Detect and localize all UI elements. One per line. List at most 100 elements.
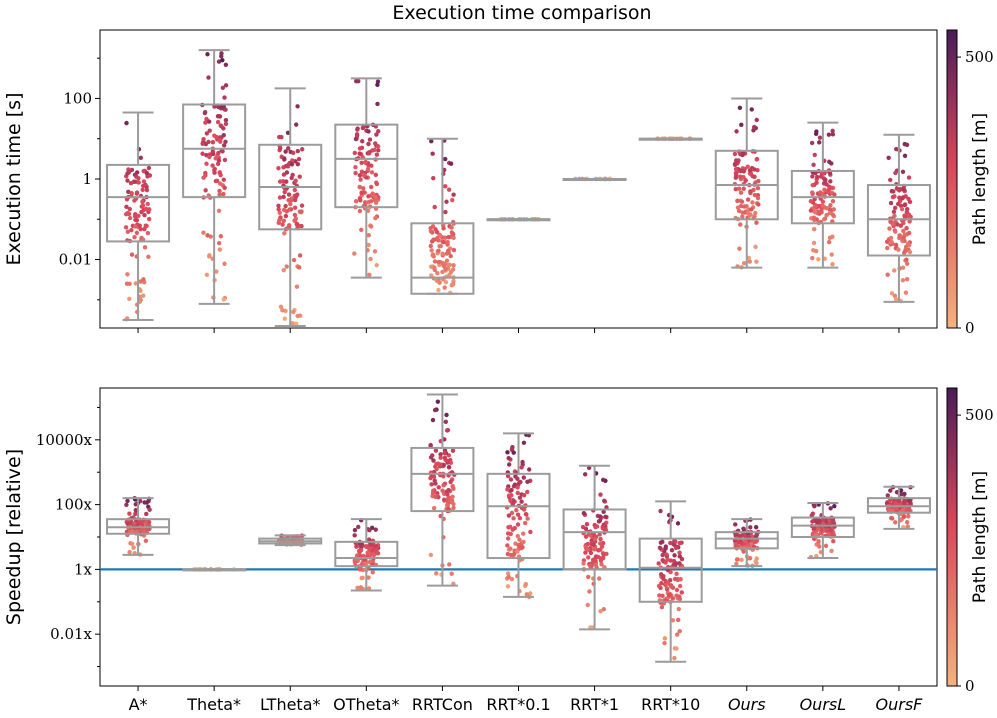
sample-point xyxy=(428,552,434,558)
sample-point xyxy=(678,576,683,582)
sample-point xyxy=(142,212,147,218)
sample-point xyxy=(827,159,832,165)
sample-point xyxy=(376,129,381,134)
sample-point xyxy=(505,584,511,589)
sample-point xyxy=(283,203,288,209)
sample-point xyxy=(895,222,900,227)
sample-point xyxy=(677,540,682,546)
sample-point xyxy=(367,272,372,278)
colorbar-tick-label: 0 xyxy=(965,319,975,337)
sample-point xyxy=(222,157,228,163)
sample-point xyxy=(359,575,364,581)
sample-point xyxy=(658,508,663,514)
sample-point xyxy=(445,427,451,433)
sample-point xyxy=(277,134,282,140)
sample-point xyxy=(895,201,901,207)
sample-point xyxy=(368,256,373,262)
sample-point xyxy=(810,511,816,516)
sample-point xyxy=(814,180,819,185)
sample-point xyxy=(127,215,133,221)
sample-point xyxy=(373,200,379,205)
sample-point xyxy=(900,169,906,175)
box-ltheta- xyxy=(258,87,323,327)
sample-point xyxy=(215,119,221,125)
sample-point xyxy=(584,522,590,527)
sample-point xyxy=(139,519,144,524)
sample-point xyxy=(375,82,380,88)
sample-point xyxy=(746,210,751,216)
sample-point xyxy=(523,520,528,526)
sample-point xyxy=(365,166,371,172)
sample-point xyxy=(144,170,149,176)
sample-point xyxy=(444,251,449,256)
sample-point xyxy=(360,560,366,566)
sample-point xyxy=(906,514,911,519)
sample-point xyxy=(739,533,744,538)
sample-point xyxy=(207,253,212,258)
sample-point xyxy=(447,562,452,567)
sample-point xyxy=(817,544,822,549)
sample-point xyxy=(132,234,137,240)
iqr-box xyxy=(866,184,931,257)
sample-point xyxy=(672,655,677,661)
sample-point xyxy=(893,520,898,525)
sample-point xyxy=(596,576,602,581)
sample-point xyxy=(286,223,292,228)
sample-point xyxy=(126,170,132,175)
sample-point xyxy=(889,516,895,521)
sample-point xyxy=(673,539,678,544)
sample-point xyxy=(220,57,225,63)
sample-point xyxy=(440,239,446,245)
sample-point xyxy=(213,156,218,161)
sample-point xyxy=(907,219,912,224)
y-tick-label: 100x xyxy=(55,496,93,514)
sample-point xyxy=(135,529,140,534)
sample-point xyxy=(364,544,369,550)
sample-point xyxy=(141,293,146,298)
sample-point xyxy=(124,502,129,508)
sample-point xyxy=(668,583,674,588)
sample-point xyxy=(826,239,832,245)
sample-point xyxy=(894,146,899,152)
sample-point xyxy=(435,399,441,404)
sample-point xyxy=(747,168,753,173)
sample-point xyxy=(362,200,368,205)
sample-point xyxy=(282,189,287,195)
sample-point xyxy=(818,174,824,179)
sample-point xyxy=(903,290,909,295)
sample-point xyxy=(515,533,520,539)
sample-point xyxy=(433,448,439,453)
sample-point xyxy=(221,177,226,182)
sample-point xyxy=(200,141,205,146)
sample-point xyxy=(676,606,682,612)
sample-point xyxy=(295,161,301,167)
sample-point xyxy=(359,169,365,174)
sample-point xyxy=(354,553,360,558)
sample-point xyxy=(136,213,141,219)
sample-point xyxy=(132,521,137,526)
sample-point xyxy=(218,123,224,128)
sample-point xyxy=(517,516,523,521)
sample-point xyxy=(733,175,739,180)
sample-point xyxy=(525,479,530,485)
sample-point xyxy=(352,527,358,533)
sample-point xyxy=(217,247,223,252)
sample-point xyxy=(448,479,453,485)
sample-point xyxy=(826,132,832,137)
sample-point xyxy=(888,177,893,183)
x-tick-label: LTheta* xyxy=(260,695,321,714)
sample-point xyxy=(222,185,227,190)
sample-point xyxy=(661,576,666,581)
sample-point xyxy=(754,561,759,566)
sample-point xyxy=(433,494,438,500)
sample-point xyxy=(904,276,910,282)
sample-point xyxy=(372,147,377,152)
sample-point xyxy=(739,122,744,128)
sample-point xyxy=(361,124,366,130)
colorbar-tick-label: 500 xyxy=(965,48,994,66)
sample-point xyxy=(832,503,837,509)
sample-point xyxy=(900,265,906,270)
sample-point xyxy=(657,545,663,551)
sample-point xyxy=(143,182,148,188)
sample-point xyxy=(893,170,898,176)
